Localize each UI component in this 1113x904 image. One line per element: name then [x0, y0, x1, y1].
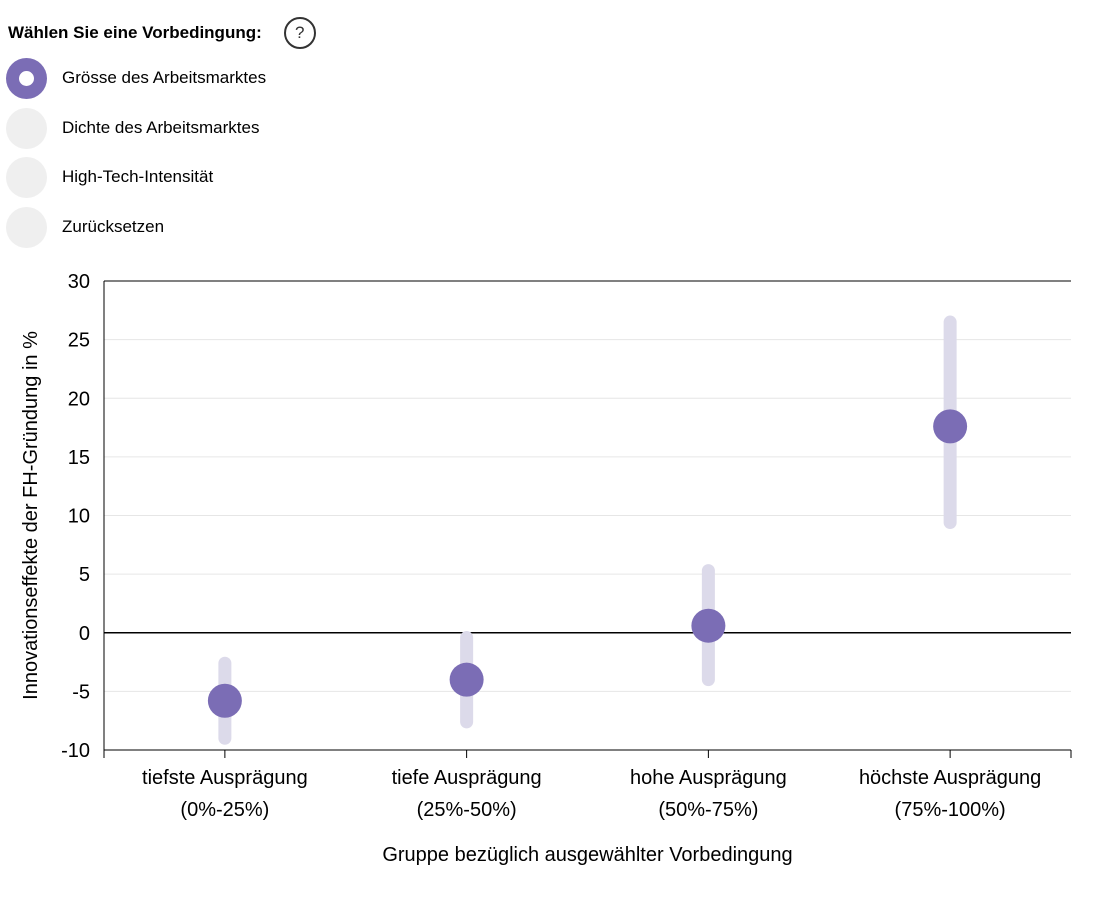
x-tick-label: höchste Ausprägung — [859, 767, 1041, 789]
confidence-intervals — [218, 315, 957, 745]
help-button[interactable]: ? — [283, 17, 316, 49]
estimate-point — [691, 608, 726, 643]
x-axis-title: Gruppe bezüglich ausgewählter Vorbedingu… — [382, 844, 792, 866]
radio-label: High-Tech-Intensität — [62, 167, 214, 186]
radio-button-icon[interactable] — [6, 107, 47, 149]
y-tick-label: -10 — [61, 740, 90, 762]
radio-option-zuruecksetzen[interactable]: Zurücksetzen — [6, 206, 164, 248]
precondition-selector: Wählen Sie eine Vorbedingung: ? Grösse d… — [0, 0, 1113, 260]
estimate-points — [207, 409, 968, 718]
y-tick-label: 15 — [68, 447, 90, 469]
y-tick-label: 20 — [68, 388, 90, 410]
y-tick-label: 5 — [79, 564, 90, 586]
radio-selected-dot — [19, 70, 34, 86]
radio-label: Dichte des Arbeitsmarktes — [62, 118, 260, 137]
radio-option-high-tech[interactable]: High-Tech-Intensität — [6, 156, 213, 198]
x-tick-label-range: (75%-100%) — [895, 799, 1006, 821]
x-tick-label-range: (50%-75%) — [658, 799, 758, 821]
y-tick-label: 10 — [68, 506, 90, 528]
radio-option-dichte[interactable]: Dichte des Arbeitsmarktes — [6, 107, 259, 149]
x-tick-label-range: (25%-50%) — [417, 799, 517, 821]
radio-button-icon[interactable] — [6, 206, 47, 248]
radio-option-groesse[interactable]: Grösse des Arbeitsmarktes — [6, 57, 266, 99]
x-tick-labels: tiefste Ausprägung (0%-25%) tiefe Ausprägu… — [142, 767, 1041, 821]
y-tick-label: 0 — [79, 623, 90, 645]
radio-label: Grösse des Arbeitsmarktes — [62, 68, 267, 87]
prompt-row: Wählen Sie eine Vorbedingung: ? — [8, 14, 316, 52]
y-axis-title: Innovationseffekte der FH-Gründung in % — [20, 331, 42, 700]
prompt-label: Wählen Sie eine Vorbedingung: — [8, 23, 262, 42]
radio-button-icon[interactable] — [6, 156, 47, 198]
estimate-point — [449, 662, 484, 697]
axes — [103, 280, 1072, 758]
radio-label: Zurücksetzen — [62, 217, 165, 236]
y-tick-label: -5 — [72, 681, 90, 703]
x-tick-label: tiefe Ausprägung — [392, 767, 542, 789]
grid-lines — [104, 339, 1071, 692]
y-tick-labels: 30 25 20 15 10 5 0 -5 -10 — [61, 271, 90, 762]
radio-button-icon[interactable] — [6, 57, 47, 99]
x-tick-label: hohe Ausprägung — [630, 767, 787, 789]
estimate-point — [207, 683, 242, 718]
estimate-point — [933, 409, 968, 444]
y-tick-label: 30 — [68, 271, 90, 293]
x-tick-label-range: (0%-25%) — [180, 799, 269, 821]
x-tick-label: tiefste Ausprägung — [142, 767, 308, 789]
question-mark-icon: ? — [295, 23, 305, 42]
y-tick-label: 25 — [68, 330, 90, 352]
